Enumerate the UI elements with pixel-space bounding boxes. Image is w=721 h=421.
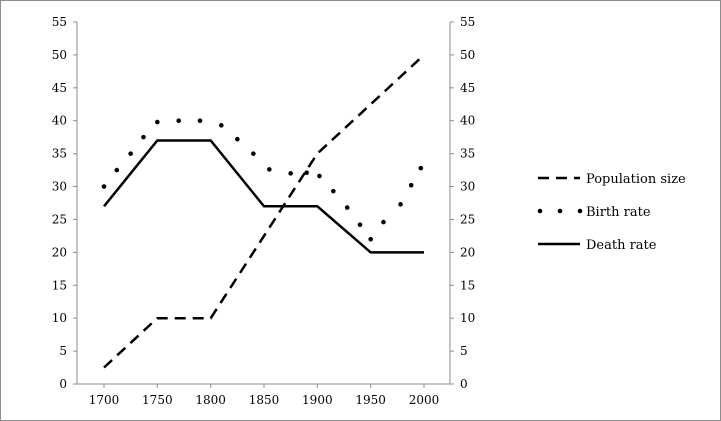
- y-tick-label-left: 35: [52, 147, 67, 161]
- y-tick-label-right: 45: [460, 81, 475, 95]
- y-tick-label-right: 5: [460, 344, 468, 358]
- y-tick-label-right: 15: [460, 278, 475, 292]
- series-line-population-size: [103, 53, 425, 369]
- legend-item-death-rate: Death rate: [538, 238, 657, 253]
- data-point-birth-rate: [155, 119, 160, 125]
- y-tick-label-right: 30: [460, 180, 475, 194]
- y-tick-label-left: 20: [52, 245, 67, 259]
- x-tick-label: 2000: [409, 393, 440, 407]
- data-point-birth-rate: [317, 173, 322, 179]
- x-tick-label: 1850: [249, 393, 280, 407]
- y-tick-label-right: 35: [460, 147, 475, 161]
- data-point-birth-rate: [101, 184, 107, 189]
- data-point-birth-rate: [304, 170, 309, 176]
- data-point-birth-rate: [408, 182, 414, 188]
- legend-swatch-birth-rate: [537, 208, 543, 214]
- series-birth-rate: [101, 118, 424, 242]
- series-lines: [101, 53, 425, 369]
- y-tick-label-left: 0: [59, 377, 67, 391]
- y-tick-label-right: 0: [460, 377, 468, 391]
- data-point-birth-rate: [114, 167, 120, 173]
- data-point-birth-rate: [288, 171, 293, 176]
- data-point-birth-rate: [344, 205, 350, 210]
- data-point-birth-rate: [141, 134, 146, 140]
- y-tick-label-left: 50: [52, 48, 67, 62]
- y-tick-label-left: 25: [52, 212, 67, 226]
- data-point-birth-rate: [381, 219, 386, 225]
- y-tick-label-left: 5: [59, 344, 67, 358]
- y-tick-label-left: 55: [52, 15, 67, 29]
- data-point-birth-rate: [219, 123, 224, 128]
- legend: Population size Birth rate Death rate: [537, 172, 686, 253]
- y-tick-label-right: 25: [460, 212, 475, 226]
- y-tick-label-right: 55: [460, 15, 475, 29]
- legend-swatch-birth-rate: [557, 208, 563, 214]
- data-point-birth-rate: [176, 118, 181, 124]
- data-point-birth-rate: [128, 151, 133, 156]
- y-axis-left-tick-labels: 0 5 10 15 20 25 30 35 40 45 50 55: [52, 15, 67, 391]
- data-point-birth-rate: [235, 136, 240, 142]
- x-tick-label: 1800: [195, 393, 226, 407]
- x-axis-tick-labels: 1700 1750 1800 1850 1900 1950 2000: [89, 393, 440, 407]
- y-tick-label-left: 40: [52, 114, 67, 128]
- y-tick-label-left: 15: [52, 278, 67, 292]
- x-tick-label: 1900: [302, 393, 333, 407]
- data-point-birth-rate: [267, 167, 272, 172]
- data-point-birth-rate: [357, 222, 363, 228]
- x-tick-label: 1950: [355, 393, 386, 407]
- legend-label-population-size: Population size: [586, 172, 686, 187]
- y-tick-label-right: 20: [460, 245, 475, 259]
- y-tick-label-right: 50: [460, 48, 475, 62]
- series-line-death-rate: [103, 139, 424, 254]
- data-point-birth-rate: [331, 188, 336, 194]
- data-point-birth-rate: [197, 118, 203, 124]
- axes: [73, 21, 454, 388]
- x-tick-label: 1750: [142, 393, 173, 407]
- data-point-birth-rate: [418, 165, 424, 171]
- y-axis-right-tick-labels: 0 5 10 15 20 25 30 35 40 45 50 55: [460, 15, 475, 391]
- data-point-birth-rate: [251, 151, 256, 156]
- y-tick-label-left: 30: [52, 180, 67, 194]
- y-tick-label-right: 10: [460, 311, 475, 325]
- y-tick-label-right: 40: [460, 114, 475, 128]
- x-tick-label: 1700: [89, 393, 120, 407]
- legend-label-birth-rate: Birth rate: [586, 205, 651, 220]
- y-tick-label-left: 10: [52, 311, 67, 325]
- data-point-birth-rate: [368, 236, 373, 242]
- legend-swatch-birth-rate: [577, 208, 583, 214]
- legend-item-population-size: Population size: [538, 172, 686, 187]
- data-point-birth-rate: [398, 202, 403, 207]
- legend-label-death-rate: Death rate: [586, 238, 657, 253]
- legend-item-birth-rate: Birth rate: [537, 205, 651, 220]
- y-tick-label-left: 45: [52, 81, 67, 95]
